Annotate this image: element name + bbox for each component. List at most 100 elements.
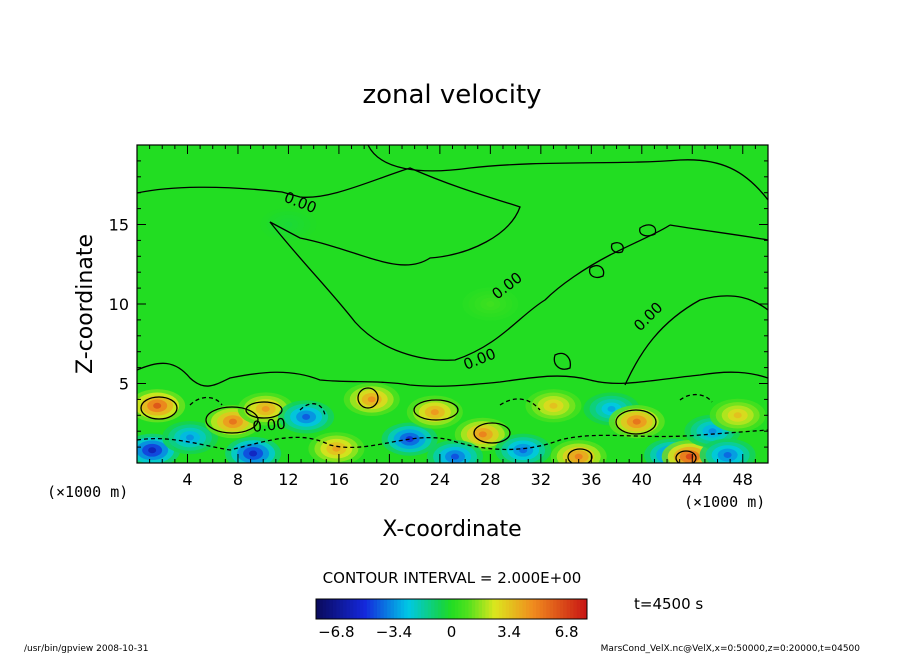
colorbar-strip: [481, 599, 486, 619]
colorbar-strip: [570, 599, 574, 619]
time-label: t=4500 s: [634, 595, 703, 613]
colorbar-strip: [458, 599, 463, 619]
axis-ticks: [137, 145, 768, 463]
colorbar-strip: [316, 599, 320, 619]
colorbar-strip: [512, 599, 517, 619]
colorbar-tick-label: −6.8: [318, 623, 354, 641]
y-tick-label: 15: [109, 216, 129, 235]
colorbar-strip: [509, 599, 513, 619]
colorbar-strip: [444, 599, 449, 619]
colorbar-strip: [437, 599, 442, 619]
colorbar-tick-labels: −6.8 −3.4 0 3.4 6.8: [318, 623, 578, 641]
colorbar-strip: [475, 599, 480, 619]
velocity-blob: [308, 432, 365, 463]
colorbar-strip: [505, 599, 510, 619]
colorbar-strip: [356, 599, 361, 619]
contour-dashed-2: [189, 393, 713, 416]
colorbar-strip: [522, 599, 527, 619]
contour-lines: [137, 145, 768, 463]
contour-zero-upper: [137, 167, 671, 361]
contour-ring-7: [615, 409, 657, 435]
x-tick-label: 16: [329, 470, 349, 489]
colorbar-strip: [566, 599, 571, 619]
colorbar-strip: [373, 599, 378, 619]
x-tick-label: 32: [531, 470, 551, 489]
colorbar-tick-label: 0: [447, 623, 457, 641]
y-axis-label: Z-coordinate: [73, 234, 98, 374]
footer-right: MarsCond_VelX.nc@VelX,x=0:50000,z=0:2000…: [601, 644, 861, 654]
colorbar-strip: [360, 599, 364, 619]
colorbar-strip: [563, 599, 568, 619]
colorbar-strip: [332, 599, 337, 619]
colorbar-strip: [404, 599, 408, 619]
x-tick-label: 44: [682, 470, 702, 489]
x-tick-label: 36: [581, 470, 601, 489]
y-tick-label: 5: [119, 375, 129, 394]
colorbar-strip: [336, 599, 341, 619]
x-unit-right: (×1000 m): [684, 493, 765, 511]
colorbar-strip: [488, 599, 493, 619]
colorbar-strip: [529, 599, 534, 619]
colorbar-strip: [353, 599, 358, 619]
colorbar-strip: [441, 599, 446, 619]
colorbar-strip: [431, 599, 436, 619]
x-tick-label: 40: [632, 470, 652, 489]
contour-patch-1: [553, 224, 657, 370]
contour-ring-5: [413, 399, 459, 421]
colorbar-strip: [346, 599, 351, 619]
contour-ring-2: [205, 406, 259, 434]
colorbar-strip: [576, 599, 581, 619]
contour-zero-right: [669, 224, 768, 241]
colorbar-strip: [539, 599, 544, 619]
colorbar-strip: [376, 599, 381, 619]
velocity-blob: [343, 382, 400, 416]
colorbar-tick-label: −3.4: [376, 623, 412, 641]
contour-ring-1: [140, 396, 178, 420]
colorbar-strip: [498, 599, 503, 619]
colorbar-strip: [349, 599, 354, 619]
colorbar-strip: [427, 599, 432, 619]
colorbar-strip: [461, 599, 466, 619]
contour-ring-3: [245, 401, 283, 419]
x-tick-label: 28: [480, 470, 500, 489]
colorbar-strip: [448, 599, 452, 619]
colorbar-strip: [421, 599, 425, 619]
colorbar-strip: [553, 599, 558, 619]
y-tick-label: 10: [109, 295, 129, 314]
colorbar: −6.8 −3.4 0 3.4 6.8: [315, 598, 588, 641]
velocity-blob: [462, 287, 519, 321]
contour-ring-9: [675, 450, 697, 463]
colorbar-strip: [519, 599, 524, 619]
velocity-blob: [427, 440, 484, 463]
x-tick-label: 20: [379, 470, 399, 489]
colorbar-strip: [526, 599, 530, 619]
contour-label: 0.00: [252, 415, 287, 436]
x-tick-labels: 4 8 12 16 20 24 28 32 36 40 44 48: [182, 470, 753, 489]
colorbar-strip: [451, 599, 456, 619]
velocity-blob: [525, 389, 582, 423]
colorbar-strip: [580, 599, 585, 619]
colorbar-strip: [319, 599, 324, 619]
colorbar-strip: [417, 599, 422, 619]
velocity-blob: [495, 433, 552, 463]
colorbar-strip: [542, 599, 547, 619]
colorbar-strip: [485, 599, 490, 619]
colorbar-strip: [407, 599, 412, 619]
colorbar-strip: [383, 599, 388, 619]
colorbar-strip: [532, 599, 537, 619]
velocity-blob: [225, 436, 282, 463]
colorbar-strip: [410, 599, 415, 619]
colorbar-strip: [465, 599, 469, 619]
velocity-blob: [550, 440, 607, 463]
colorbar-strip: [478, 599, 483, 619]
x-tick-label: 4: [182, 470, 192, 489]
contour-interval: CONTOUR INTERVAL = 2.000E+00: [323, 569, 582, 587]
velocity-blob: [278, 400, 335, 434]
x-tick-label: 12: [278, 470, 298, 489]
colorbar-strip: [546, 599, 551, 619]
colorbar-strip: [343, 599, 347, 619]
colorbar-strip: [414, 599, 419, 619]
colorbar-strip: [387, 599, 392, 619]
colorbar-frame: [315, 598, 588, 620]
